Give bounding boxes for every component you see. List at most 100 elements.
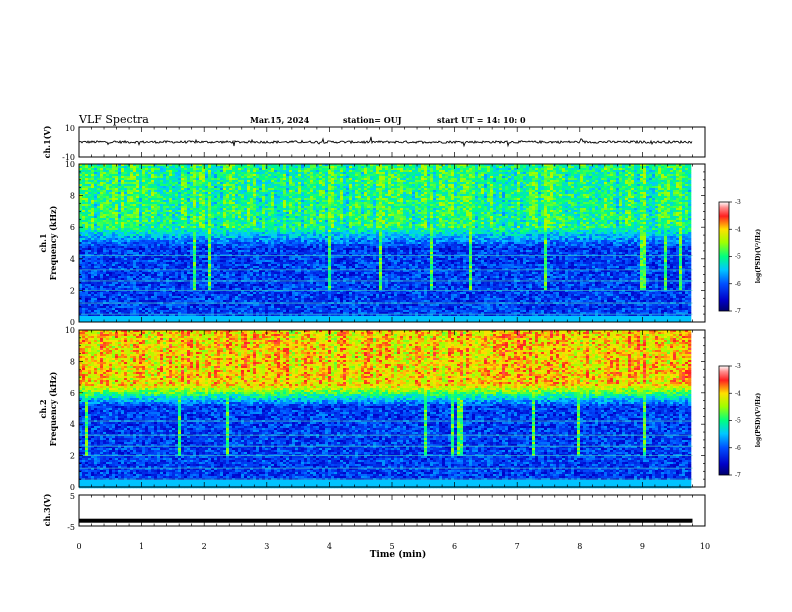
spectrogram-cell bbox=[175, 202, 179, 205]
spectrogram-cell bbox=[256, 306, 260, 309]
spectrogram-cell bbox=[196, 282, 200, 285]
spectrogram-cell bbox=[94, 224, 98, 227]
spectrogram-cell bbox=[226, 244, 230, 247]
spectrogram-cell bbox=[133, 318, 137, 321]
spectrogram-cell bbox=[88, 190, 92, 193]
spectrogram-cell bbox=[184, 164, 188, 167]
spectrogram-cell bbox=[106, 244, 110, 247]
spectrogram-cell bbox=[100, 316, 104, 319]
spectrogram-cell bbox=[187, 294, 191, 297]
spectrogram-cell bbox=[82, 210, 86, 213]
spectrogram-cell bbox=[226, 290, 230, 293]
spectrogram-cell bbox=[199, 238, 203, 241]
spectrogram-cell bbox=[253, 204, 257, 207]
spectrogram-cell bbox=[115, 268, 119, 271]
spectrogram-cell bbox=[127, 194, 131, 197]
spectrogram-cell bbox=[124, 276, 128, 279]
spectrogram-cell bbox=[238, 268, 242, 271]
spectrogram-cell bbox=[154, 188, 158, 191]
spectrogram-cell bbox=[184, 274, 188, 277]
spectrogram-cell bbox=[133, 234, 137, 237]
spectrogram-cell bbox=[169, 266, 173, 269]
spectrogram-cell bbox=[166, 232, 170, 235]
spectrogram-cell bbox=[109, 308, 113, 311]
spectrogram-cell bbox=[214, 274, 218, 277]
spectrogram-cell bbox=[112, 218, 116, 221]
spectrogram-cell bbox=[145, 310, 149, 313]
spectrogram-cell bbox=[121, 180, 125, 183]
spectrogram-cell bbox=[175, 164, 179, 167]
spectrogram-cell bbox=[187, 274, 191, 277]
spectrogram-cell bbox=[91, 174, 95, 177]
spectrogram-cell bbox=[157, 188, 161, 191]
spectrogram-cell bbox=[136, 194, 140, 197]
spectrogram-cell bbox=[82, 264, 86, 267]
spectrogram-cell bbox=[199, 286, 203, 289]
spectrogram-cell bbox=[175, 236, 179, 239]
spectrogram-cell bbox=[94, 286, 98, 289]
spectrogram-cell bbox=[139, 248, 143, 251]
spectrogram-cell bbox=[202, 300, 206, 303]
ch1-waveform-panel: 10 -10 ch.1(V) bbox=[42, 124, 706, 162]
spectrogram-cell bbox=[130, 260, 134, 263]
spectrogram-cell bbox=[148, 220, 152, 223]
spectrogram-cell bbox=[130, 182, 134, 185]
spectrogram-cell bbox=[88, 242, 92, 245]
spectrogram-cell bbox=[253, 200, 257, 203]
spectrogram-cell bbox=[94, 202, 98, 205]
spectrogram-cell bbox=[220, 288, 224, 291]
spectrogram-cell bbox=[121, 184, 125, 187]
spectrogram-cell bbox=[97, 258, 101, 261]
spectrogram-cell bbox=[226, 256, 230, 259]
spectrogram-cell bbox=[199, 300, 203, 303]
spectrogram-cell bbox=[172, 272, 176, 275]
spectrogram-cell bbox=[256, 278, 260, 281]
spectrogram-cell bbox=[172, 214, 176, 217]
spectrogram-cell bbox=[97, 264, 101, 267]
spectrogram-cell bbox=[247, 320, 251, 323]
spectrogram-cell bbox=[82, 190, 86, 193]
spectrogram-cell bbox=[178, 288, 182, 291]
spectrogram-cell bbox=[124, 300, 128, 303]
spectrogram-cell bbox=[148, 262, 152, 265]
spectrogram-cell bbox=[118, 180, 122, 183]
spectrogram-cell bbox=[169, 192, 173, 195]
spectrogram-cell bbox=[196, 228, 200, 231]
spectrogram-cell bbox=[247, 286, 251, 289]
spectrogram-cell bbox=[211, 170, 215, 173]
spectrogram-cell bbox=[109, 222, 113, 225]
spectrogram-cell bbox=[226, 284, 230, 287]
spectrogram-cell bbox=[127, 284, 131, 287]
spectrogram-cell bbox=[94, 172, 98, 175]
spectrogram-cell bbox=[133, 176, 137, 179]
spectrogram-cell bbox=[148, 272, 152, 275]
spectrogram-cell bbox=[199, 236, 203, 239]
spectrogram-cell bbox=[139, 300, 143, 303]
spectrogram-cell bbox=[160, 174, 164, 177]
spectrogram-cell bbox=[100, 274, 104, 277]
spectrogram-cell bbox=[253, 296, 257, 299]
spectrogram-cell bbox=[250, 208, 254, 211]
spectrogram-cell bbox=[199, 208, 203, 211]
spectrogram-cell bbox=[100, 238, 104, 241]
spectrogram-cell bbox=[100, 230, 104, 233]
spectrogram-cell bbox=[214, 294, 218, 297]
spectrogram-cell bbox=[85, 186, 89, 189]
spectrogram-cell bbox=[88, 318, 92, 321]
spectrogram-cell bbox=[232, 220, 236, 223]
spectrogram-cell bbox=[211, 178, 215, 181]
spectrogram-cell bbox=[130, 286, 134, 289]
spectrogram-cell bbox=[79, 254, 83, 257]
spectrogram-cell bbox=[181, 266, 185, 269]
spectrogram-cell bbox=[145, 222, 149, 225]
spectrogram-cell bbox=[241, 314, 245, 317]
spectrogram-cell bbox=[196, 198, 200, 201]
spectrogram-cell bbox=[124, 244, 128, 247]
spectrogram-cell bbox=[256, 220, 260, 223]
spectrogram-cell bbox=[166, 312, 170, 315]
spectrogram-cell bbox=[262, 164, 266, 167]
spectrogram-cell bbox=[190, 264, 194, 267]
spectrogram-cell bbox=[190, 312, 194, 315]
spectrogram-cell bbox=[259, 264, 263, 267]
spectrogram-cell bbox=[172, 286, 176, 289]
